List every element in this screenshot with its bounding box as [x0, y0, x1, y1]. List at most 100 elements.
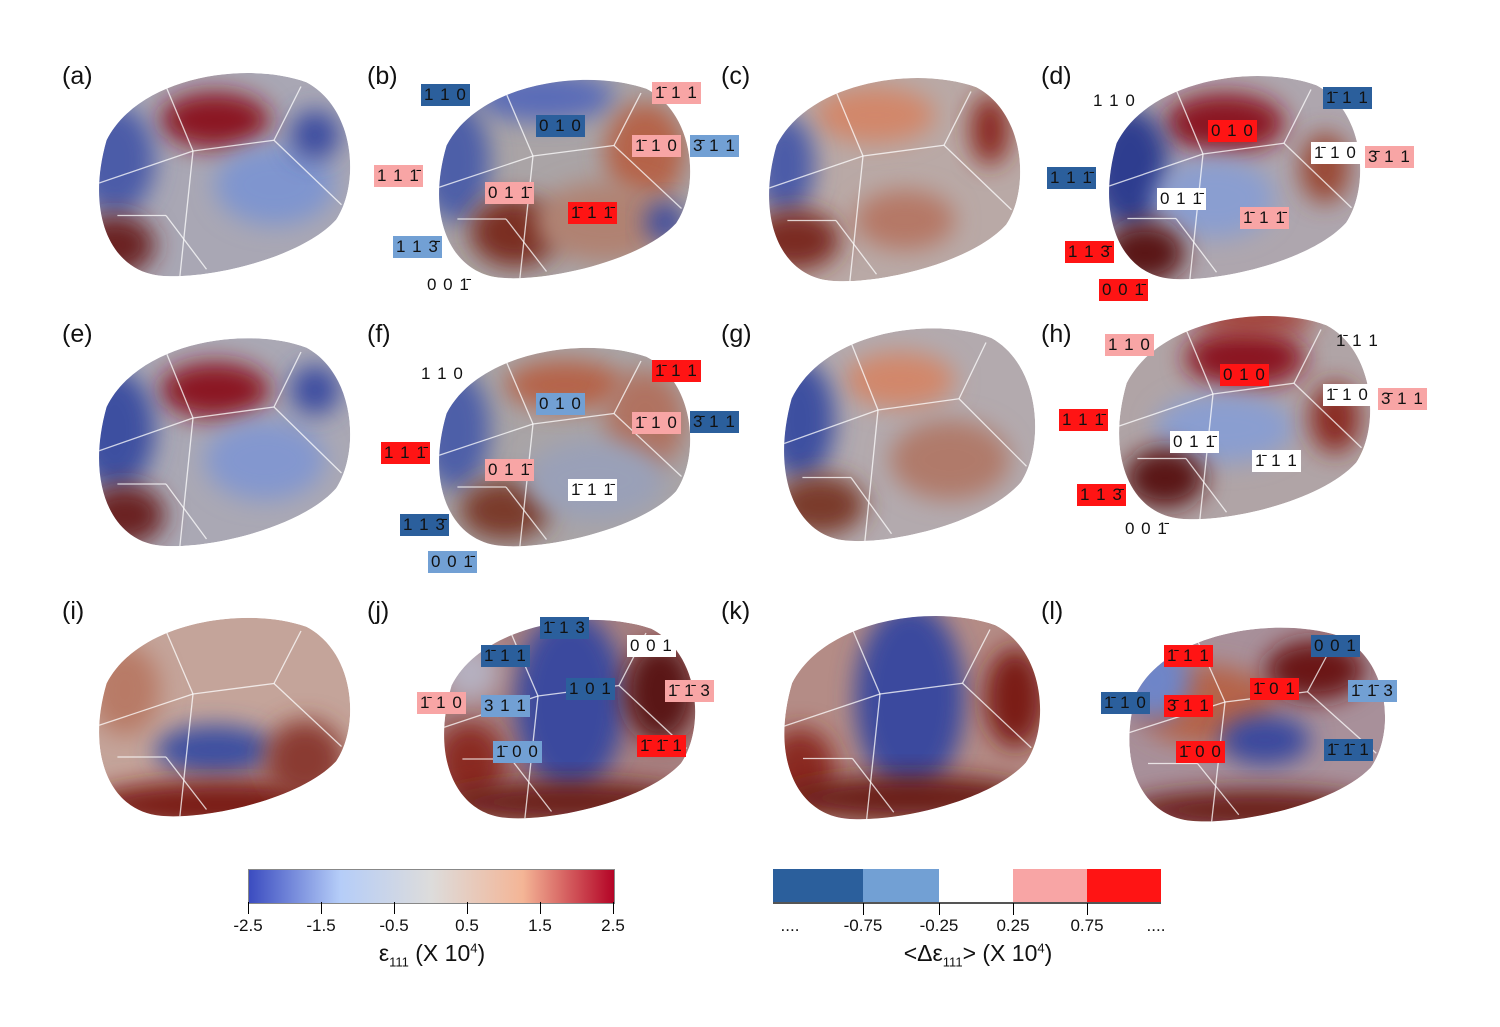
- facet-edge: [1175, 89, 1204, 155]
- miller-label-f: 1̄ 1 1: [652, 360, 701, 382]
- facet-edge: [958, 342, 987, 400]
- strain-region: [205, 420, 325, 500]
- colorbar-swatch: [863, 869, 939, 902]
- miller-label-h: 3̄ 1 1: [1378, 388, 1427, 410]
- miller-label-j: 0 0 1: [627, 635, 676, 657]
- crystal-h: [1119, 316, 1371, 520]
- facet-edge: [613, 413, 682, 477]
- facet-edge: [865, 693, 881, 820]
- miller-label-f: 1 1 3̄: [400, 514, 449, 536]
- strain-region: [290, 110, 340, 160]
- strain-region: [160, 92, 270, 148]
- strain-region: [215, 145, 335, 225]
- colorbar-tick-mark: [1087, 903, 1088, 915]
- strain-region: [645, 202, 685, 242]
- miller-label-l: 1̄ 1̄ 1: [1324, 739, 1373, 761]
- miller-label-l: 1̄ 1̄ 3: [1348, 680, 1397, 702]
- colorbar-tick-label: 2.5: [601, 916, 625, 935]
- facet-edge: [1212, 382, 1295, 395]
- facet-edge: [1185, 458, 1228, 513]
- facet-edge: [835, 220, 878, 275]
- miller-label-b: 1 1 0: [421, 84, 470, 106]
- miller-label-d: 0 0 1̄: [1099, 279, 1148, 301]
- strain-region: [1109, 223, 1185, 280]
- facet-edge: [784, 693, 881, 727]
- facet-edge: [1188, 153, 1204, 280]
- panel-label-l: (l): [1041, 597, 1064, 625]
- miller-label-j: 1̄ 1 0: [417, 692, 466, 714]
- facet-edge: [178, 693, 194, 817]
- facet-edge: [273, 683, 342, 747]
- colorbar-tick-label: -0.25: [919, 916, 959, 935]
- crystal-g: [784, 328, 1036, 542]
- miller-label-f: 1 1 1̄: [381, 442, 430, 464]
- facet-edge: [877, 398, 960, 411]
- facet-edge: [273, 630, 302, 684]
- facet-edge: [505, 360, 534, 425]
- facet-edge: [879, 682, 963, 695]
- miller-label-b: 1̄ 1 0: [632, 135, 681, 157]
- facet-edge: [613, 360, 642, 414]
- panel-label-d: (d): [1041, 62, 1072, 90]
- panel-label-e: (e): [62, 320, 93, 348]
- strain-region: [99, 215, 155, 275]
- miller-label-b: 1 1 3̄: [393, 236, 442, 258]
- miller-label-j: 1̄ 1̄ 1: [637, 735, 686, 757]
- strain-region: [155, 725, 275, 775]
- miller-label-b: 0 1 1̄: [485, 182, 534, 204]
- facet-edge: [961, 629, 991, 684]
- facet-edge: [851, 758, 895, 813]
- miller-label-j: 1̄ 1 3: [540, 617, 589, 639]
- facet-edge: [178, 150, 194, 277]
- miller-label-d: 1̄ 1 1̄: [1240, 207, 1289, 229]
- colorbar-tick-label: ....: [1146, 916, 1166, 935]
- strain-region: [784, 360, 835, 480]
- colorbar-tick-label: 1.5: [528, 916, 552, 935]
- facet-edge: [769, 155, 864, 189]
- miller-label-d: 3̄ 1 1: [1365, 146, 1414, 168]
- strain-region: [769, 115, 815, 215]
- facet-edge: [862, 144, 945, 157]
- facet-edge: [613, 145, 682, 209]
- facet-edge: [850, 342, 879, 411]
- strain-region: [99, 645, 160, 735]
- strain-region: [845, 352, 955, 408]
- strain-region: [99, 105, 155, 215]
- facet-edge: [505, 92, 534, 157]
- strain-region: [1185, 328, 1305, 388]
- miller-label-j: 1̄ 1 1: [481, 645, 530, 667]
- facet-edge: [1198, 393, 1214, 520]
- miller-label-h: 1 1 0: [1105, 334, 1154, 356]
- facet-edge: [510, 758, 553, 812]
- facet-edge: [1175, 218, 1218, 273]
- strain-colorbar-title: ε111 (X 104): [378, 940, 486, 970]
- colorbar-tick-mark: [394, 902, 395, 914]
- facet-edge: [1109, 153, 1204, 187]
- miller-label-d: 1̄ 1 0: [1311, 142, 1360, 164]
- miller-label-d: 0 1 1̄: [1157, 188, 1206, 210]
- panel-label-k: (k): [721, 597, 751, 625]
- panel-label-h: (h): [1041, 320, 1072, 348]
- miller-label-d: 0 1 0: [1208, 120, 1257, 142]
- facet-edge: [863, 409, 879, 542]
- strain-region: [439, 370, 490, 490]
- panel-label-j: (j): [367, 597, 390, 625]
- strain-region: [99, 485, 165, 545]
- miller-label-f: 1̄ 1 1̄: [568, 479, 617, 501]
- miller-label-f: 0 1 1̄: [485, 459, 534, 481]
- colorbar-tick-mark: [863, 903, 864, 915]
- facet-edge: [532, 144, 615, 157]
- miller-label-l: 3̄ 1 1: [1164, 695, 1213, 717]
- facet-edge: [943, 144, 1012, 211]
- strain-region: [99, 370, 155, 490]
- miller-label-d: 1 1 1̄: [1047, 167, 1096, 189]
- facet-edge: [192, 406, 275, 419]
- miller-label-f: 1 1 0: [421, 364, 464, 383]
- strain-region: [855, 190, 955, 250]
- facet-edge: [613, 92, 642, 146]
- strain-region: [265, 720, 345, 800]
- panel-label-c: (c): [721, 62, 751, 90]
- facet-edge: [165, 351, 194, 419]
- strain-region: [439, 102, 490, 222]
- facet-edge: [1293, 382, 1362, 449]
